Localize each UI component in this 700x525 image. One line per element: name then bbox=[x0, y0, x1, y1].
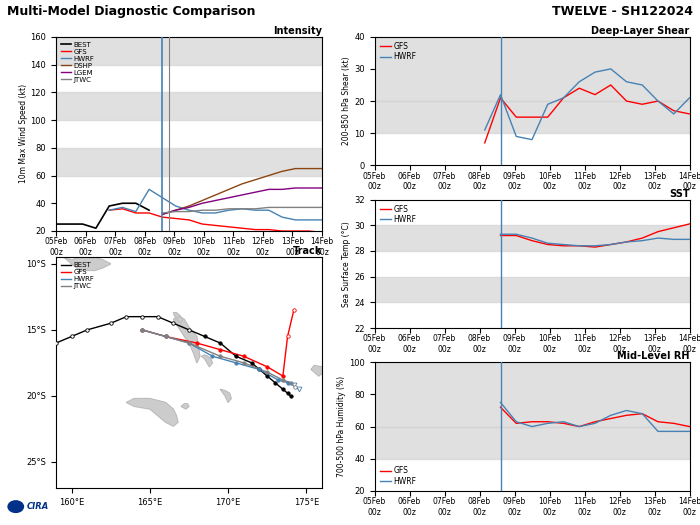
Polygon shape bbox=[220, 389, 231, 403]
Polygon shape bbox=[174, 313, 183, 323]
Bar bbox=[374, 225, 690, 251]
Y-axis label: Sea Surface Temp (°C): Sea Surface Temp (°C) bbox=[342, 221, 351, 307]
Y-axis label: 10m Max Wind Speed (kt): 10m Max Wind Speed (kt) bbox=[19, 85, 27, 183]
Bar bbox=[56, 37, 322, 65]
Y-axis label: 700-500 hPa Humidity (%): 700-500 hPa Humidity (%) bbox=[337, 376, 346, 477]
Legend: BEST, GFS, HWRF, DSHP, LGEM, JTWC: BEST, GFS, HWRF, DSHP, LGEM, JTWC bbox=[60, 40, 96, 84]
Polygon shape bbox=[311, 365, 325, 376]
Legend: GFS, HWRF: GFS, HWRF bbox=[378, 465, 418, 487]
Legend: GFS, HWRF: GFS, HWRF bbox=[378, 203, 418, 226]
Bar bbox=[374, 37, 690, 101]
Bar bbox=[56, 148, 322, 175]
Legend: BEST, GFS, HWRF, JTWC: BEST, GFS, HWRF, JTWC bbox=[60, 261, 96, 291]
Polygon shape bbox=[41, 240, 56, 250]
Polygon shape bbox=[181, 404, 189, 409]
Text: Track: Track bbox=[293, 246, 322, 257]
Legend: GFS, HWRF: GFS, HWRF bbox=[378, 40, 418, 63]
Text: TWELVE - SH122024: TWELVE - SH122024 bbox=[552, 5, 693, 18]
Polygon shape bbox=[127, 398, 178, 426]
Polygon shape bbox=[202, 355, 213, 367]
Text: Deep-Layer Shear: Deep-Layer Shear bbox=[592, 26, 690, 36]
Bar bbox=[374, 277, 690, 302]
Y-axis label: 200-850 hPa Shear (kt): 200-850 hPa Shear (kt) bbox=[342, 57, 351, 145]
Text: CIRA: CIRA bbox=[27, 502, 48, 511]
Polygon shape bbox=[174, 317, 200, 363]
Bar bbox=[56, 92, 322, 120]
Text: Multi-Model Diagnostic Comparison: Multi-Model Diagnostic Comparison bbox=[7, 5, 256, 18]
Text: Intensity: Intensity bbox=[273, 26, 322, 36]
Text: Mid-Level RH: Mid-Level RH bbox=[617, 351, 690, 362]
Bar bbox=[374, 426, 690, 459]
Text: SST: SST bbox=[669, 188, 690, 199]
Bar bbox=[374, 362, 690, 426]
Bar bbox=[374, 101, 690, 133]
Polygon shape bbox=[64, 255, 111, 270]
Circle shape bbox=[8, 501, 24, 512]
